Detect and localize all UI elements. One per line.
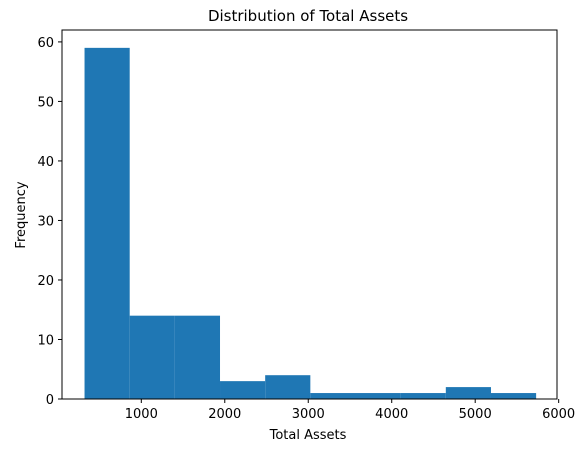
y-tick-label: 60 xyxy=(37,36,54,51)
histogram-bar xyxy=(174,315,221,399)
histogram-bar xyxy=(400,393,446,399)
y-tick-label: 0 xyxy=(46,393,54,408)
chart-title: Distribution of Total Assets xyxy=(208,7,408,25)
x-tick-label: 5000 xyxy=(459,407,492,422)
x-axis: 1000 2000 3000 4000 5000 6000 xyxy=(125,399,575,422)
histogram-bar xyxy=(355,393,401,399)
y-tick-label: 50 xyxy=(37,95,54,110)
histogram-bar xyxy=(310,393,356,399)
y-axis-label: Frequency xyxy=(14,181,29,248)
y-tick-label: 40 xyxy=(37,155,54,170)
histogram-bar xyxy=(84,47,130,400)
x-tick-label: 6000 xyxy=(542,407,575,422)
histogram-bar xyxy=(265,375,311,399)
histogram-bar xyxy=(129,315,175,399)
histogram-bar xyxy=(490,393,537,399)
x-tick-label: 2000 xyxy=(208,407,241,422)
histogram-bar xyxy=(445,387,491,399)
histogram-bar xyxy=(220,381,266,399)
x-tick-label: 1000 xyxy=(125,407,158,422)
x-tick-label: 3000 xyxy=(292,407,325,422)
bars-group xyxy=(84,47,537,400)
y-tick-label: 20 xyxy=(37,274,54,289)
y-tick-label: 30 xyxy=(37,214,54,229)
x-axis-label: Total Assets xyxy=(269,428,347,443)
y-axis: 0 10 20 30 40 50 60 xyxy=(37,36,62,408)
x-tick-label: 4000 xyxy=(375,407,408,422)
y-tick-label: 10 xyxy=(37,333,54,348)
plot-frame xyxy=(61,29,558,400)
